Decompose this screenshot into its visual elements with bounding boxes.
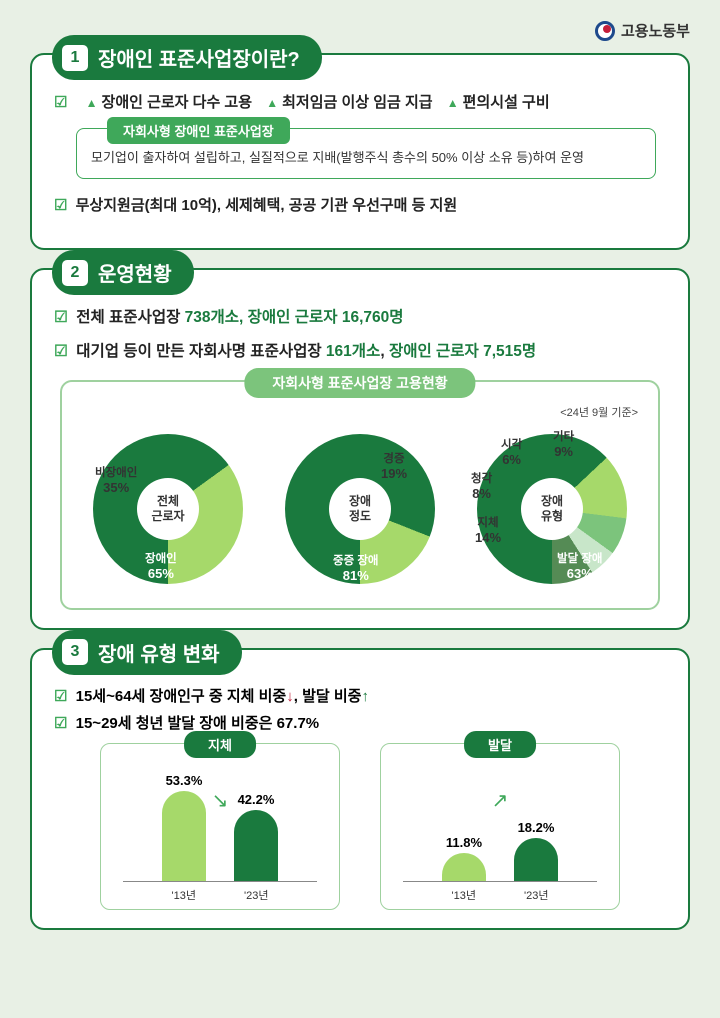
pie-center-label: 전체근로자 (137, 478, 199, 540)
bar-title: 지체 (184, 731, 256, 758)
check-icon: ☑ (54, 343, 68, 360)
s3-l2: 15~29세 청년 발달 장애 비중은 67.7% (76, 715, 320, 732)
trend-arrow-icon: ↘ (212, 788, 229, 813)
pie-1: 전체근로자장애인65% 비장애인35% (83, 424, 253, 594)
bar-rect (514, 838, 558, 881)
s2-l1b: 738개소 (185, 309, 239, 326)
s3-line2: ☑ 15~29세 청년 발달 장애 비중은 67.7% (54, 712, 666, 733)
bar-x-label: '13년 (172, 887, 196, 903)
bar-rect (234, 810, 278, 881)
bar-chart-area: 11.8% 18.2% ↗ (403, 772, 597, 882)
s2-inner-title: 자회사형 표준사업장 고용현황 (244, 368, 475, 398)
down-arrow-icon: ↓ (286, 688, 294, 705)
bar-value: 53.3% (166, 773, 203, 788)
pie-slice-label: 중증 장애81% (333, 554, 379, 585)
org-name: 고용노동부 (621, 20, 690, 41)
bar-item: 18.2% (514, 820, 558, 881)
s2-l2a: 대기업 등이 만든 자회사명 표준사업장 (76, 343, 326, 360)
s2-l2c: , (380, 343, 389, 360)
section-1-num: 1 (62, 45, 88, 71)
section-2-title: 2 운영현황 (52, 250, 194, 295)
bar-chart-1: 지체53.3%42.2%↘'13년'23년 (100, 743, 340, 910)
s1-subbox-title: 자회사형 장애인 표준사업장 (107, 117, 290, 144)
check-icon: ☑ (54, 309, 68, 326)
s3-l1a: 15세~64세 장애인구 중 지체 비중 (76, 688, 287, 705)
pie-3: 장애유형발달 장애63% 지체14% 청각8% 시각6% 기타9% (467, 424, 637, 594)
pie-slice-label: 청각8% (471, 472, 492, 503)
bar-x-labels: '13년 '23년 (381, 887, 619, 903)
check-icon: ☑ (54, 715, 67, 732)
s2-inner: 자회사형 표준사업장 고용현황 <24년 9월 기준> 전체근로자장애인65%비… (60, 380, 660, 610)
bar-rect (442, 853, 486, 881)
pie-center-label: 장애유형 (521, 478, 583, 540)
bars-row: 지체53.3%42.2%↘'13년'23년 발달11.8%18.2%↗'13년'… (54, 743, 666, 910)
pies-row: 전체근로자장애인65% 비장애인35% 장애정도중증 장애81% 경증19% 장애유… (72, 424, 648, 594)
s2-l2b: 161개소 (326, 343, 380, 360)
bar-title: 발달 (464, 731, 536, 758)
section-1-title: 1 장애인 표준사업장이란? (52, 35, 322, 80)
bar-chart-area: 53.3% 42.2% ↘ (123, 772, 317, 882)
trend-arrow-icon: ↗ (492, 788, 509, 813)
s2-l1c: , 장애인 근로자 16,760명 (239, 309, 403, 326)
up-arrow-icon: ↑ (361, 688, 369, 705)
pie-slice-label: 시각6% (501, 438, 522, 469)
bar-x-label: '13년 (452, 887, 476, 903)
bar-x-labels: '13년 '23년 (101, 887, 339, 903)
section-3-title-text: 장애 유형 변화 (98, 638, 220, 667)
pie-slice-label: 비장애인35% (95, 466, 137, 497)
s3-line1: ☑ 15세~64세 장애인구 중 지체 비중↓, 발달 비중↑ (54, 685, 666, 706)
s1-subbox: 자회사형 장애인 표준사업장 모기업이 출자하여 설립하고, 실질적으로 지배(… (76, 128, 656, 179)
check-icon: ☑ (54, 688, 67, 705)
bar-value: 11.8% (446, 835, 482, 850)
tri-icon: ▲ (86, 96, 98, 110)
pie-slice-label: 지체14% (475, 516, 501, 547)
s1-b1: 장애인 근로자 다수 고용 (102, 94, 253, 111)
s1-support: ☑ 무상지원금(최대 10억), 세제혜택, 공공 기관 우선구매 등 지원 (54, 193, 666, 219)
bar-x-label: '23년 (244, 887, 268, 903)
bar-item: 53.3% (162, 773, 206, 881)
s3-l1b: , 발달 비중 (294, 688, 362, 705)
section-2-num: 2 (62, 260, 88, 286)
pie-2: 장애정도중증 장애81% 경증19% (275, 424, 445, 594)
check-icon: ☑ (54, 94, 67, 111)
pie-slice-label: 기타9% (553, 430, 574, 461)
bar-x-label: '23년 (524, 887, 548, 903)
tri-icon: ▲ (447, 96, 459, 110)
bar-value: 18.2% (518, 820, 555, 835)
section-3-title: 3 장애 유형 변화 (52, 630, 242, 675)
bar-rect (162, 791, 206, 881)
check-icon: ☑ (54, 197, 67, 214)
section-1-title-text: 장애인 표준사업장이란? (98, 43, 300, 72)
section-3: 3 장애 유형 변화 ☑ 15세~64세 장애인구 중 지체 비중↓, 발달 비… (30, 648, 690, 930)
s1-b3: 편의시설 구비 (463, 94, 550, 111)
tri-icon: ▲ (266, 96, 278, 110)
s1-support-text: 무상지원금(최대 10억), 세제혜택, 공공 기관 우선구매 등 지원 (76, 197, 458, 214)
bar-item: 11.8% (442, 835, 486, 881)
pie-slice-label: 발달 장애63% (557, 552, 603, 583)
s1-b2: 최저임금 이상 임금 지급 (282, 94, 433, 111)
gov-logo-icon (595, 21, 615, 41)
bar-chart-2: 발달11.8%18.2%↗'13년'23년 (380, 743, 620, 910)
s1-subbox-body: 모기업이 출자하여 설립하고, 실질적으로 지배(발행주식 총수의 50% 이상… (91, 150, 584, 165)
pie-slice-label: 경증19% (381, 452, 407, 483)
s2-line2: ☑ 대기업 등이 만든 자회사명 표준사업장 161개소, 장애인 근로자 7,… (54, 339, 666, 365)
s1-bullets: ☑ ▲ 장애인 근로자 다수 고용 ▲ 최저임금 이상 임금 지급 ▲ 편의시설 구비 (54, 90, 666, 116)
bar-item: 42.2% (234, 792, 278, 881)
section-3-num: 3 (62, 639, 88, 665)
section-2: 2 운영현황 ☑ 전체 표준사업장 738개소, 장애인 근로자 16,760명… (30, 268, 690, 630)
pie-slice-label: 장애인65% (145, 552, 177, 583)
section-2-title-text: 운영현황 (98, 258, 172, 287)
s2-line1: ☑ 전체 표준사업장 738개소, 장애인 근로자 16,760명 (54, 305, 666, 331)
s2-l1a: 전체 표준사업장 (76, 309, 184, 326)
s2-l2d: 장애인 근로자 7,515명 (389, 343, 536, 360)
pie-center-label: 장애정도 (329, 478, 391, 540)
s2-note: <24년 9월 기준> (72, 404, 648, 420)
section-1: 1 장애인 표준사업장이란? ☑ ▲장애인 근로자 다수 고용 ▲최저임금 이상… (30, 53, 690, 250)
bar-value: 42.2% (238, 792, 275, 807)
